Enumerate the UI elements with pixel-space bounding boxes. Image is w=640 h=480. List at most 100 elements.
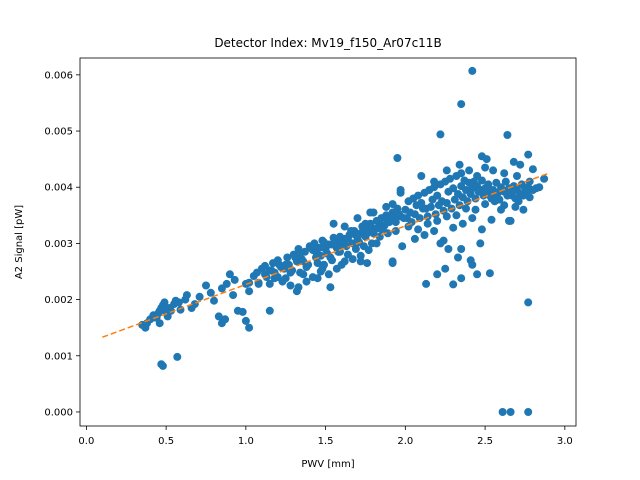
data-point (363, 259, 372, 268)
data-point (497, 205, 505, 214)
data-point (436, 130, 445, 139)
data-point (442, 212, 451, 221)
y-tick-label: 0.005 (44, 127, 73, 138)
data-point (281, 274, 290, 283)
data-point (457, 245, 466, 253)
data-point (331, 238, 340, 247)
data-point (442, 199, 451, 207)
data-point (173, 352, 182, 361)
data-point (418, 204, 427, 213)
data-point (391, 218, 400, 227)
y-axis-label: A2 Signal [pW] (14, 205, 25, 279)
data-point (524, 298, 533, 307)
data-point (182, 291, 191, 300)
data-point (471, 205, 480, 214)
data-point (364, 246, 373, 255)
y-axis: 0.000 0.001 0.002 0.003 0.004 0.005 0.006 (44, 70, 80, 418)
data-point (292, 287, 301, 296)
data-point (457, 100, 466, 109)
data-point (238, 307, 247, 316)
data-point (481, 163, 490, 172)
data-point (423, 219, 432, 228)
data-point (473, 172, 482, 180)
data-point (206, 288, 215, 297)
data-point (388, 259, 397, 268)
data-points (138, 66, 549, 416)
data-point (509, 157, 518, 166)
data-point (415, 214, 424, 223)
data-point (477, 225, 486, 234)
data-point (214, 312, 223, 321)
data-point (449, 223, 458, 232)
plot-area (102, 66, 550, 416)
y-tick-label: 0.000 (44, 407, 73, 418)
data-point (396, 186, 405, 194)
data-point (299, 270, 308, 279)
data-point (441, 264, 450, 273)
data-point (465, 166, 474, 175)
data-point (503, 131, 512, 139)
data-point (458, 219, 467, 228)
y-tick-label: 0.004 (44, 183, 73, 194)
data-point (339, 240, 348, 249)
data-point (506, 408, 515, 416)
data-point (454, 253, 462, 262)
data-point (430, 227, 439, 235)
data-point (450, 195, 459, 204)
data-point (513, 172, 521, 180)
data-point (426, 202, 435, 211)
data-point (482, 186, 491, 194)
data-point (473, 270, 482, 279)
data-point (202, 281, 210, 290)
data-point (410, 234, 419, 243)
data-point (487, 215, 496, 224)
x-tick-label: 3.0 (557, 436, 573, 447)
data-point (245, 323, 254, 332)
data-point (420, 231, 429, 239)
y-tick-label: 0.003 (44, 239, 73, 250)
data-point (366, 208, 375, 217)
x-tick-label: 0.0 (78, 436, 94, 447)
data-point (417, 172, 426, 180)
y-tick-label: 0.006 (44, 70, 73, 81)
data-point (229, 291, 238, 300)
data-point (356, 251, 365, 260)
data-point (490, 190, 499, 198)
data-point (422, 279, 431, 288)
data-point (516, 160, 525, 169)
y-tick-label: 0.002 (44, 295, 73, 306)
data-point (391, 227, 400, 235)
data-point (343, 234, 352, 243)
data-point (449, 184, 458, 193)
data-point (506, 187, 515, 196)
data-point (382, 202, 391, 211)
data-point (377, 225, 386, 234)
data-point (462, 204, 470, 213)
data-point (524, 408, 533, 416)
data-point (481, 200, 490, 209)
x-axis-label: PWV [mm] (301, 459, 354, 470)
data-point (433, 191, 442, 200)
data-point (452, 211, 461, 220)
data-point (430, 183, 439, 192)
data-point (524, 150, 533, 159)
data-point (230, 275, 239, 284)
data-point (222, 279, 231, 288)
data-point (398, 242, 407, 251)
data-point (351, 245, 360, 253)
x-axis: 0.0 0.5 1.0 1.5 2.0 2.5 3.0 (78, 426, 573, 447)
data-point (337, 260, 346, 269)
data-point (490, 197, 499, 206)
data-point (522, 188, 531, 197)
data-point (225, 270, 234, 279)
data-point (414, 191, 423, 200)
data-point (286, 281, 295, 290)
x-tick-label: 1.5 (318, 436, 334, 447)
data-point (318, 264, 327, 273)
y-tick-label: 0.001 (44, 351, 73, 362)
data-point (195, 292, 204, 301)
data-point (501, 177, 510, 186)
data-point (444, 245, 453, 253)
x-tick-label: 2.5 (477, 436, 493, 447)
data-point (361, 219, 370, 228)
